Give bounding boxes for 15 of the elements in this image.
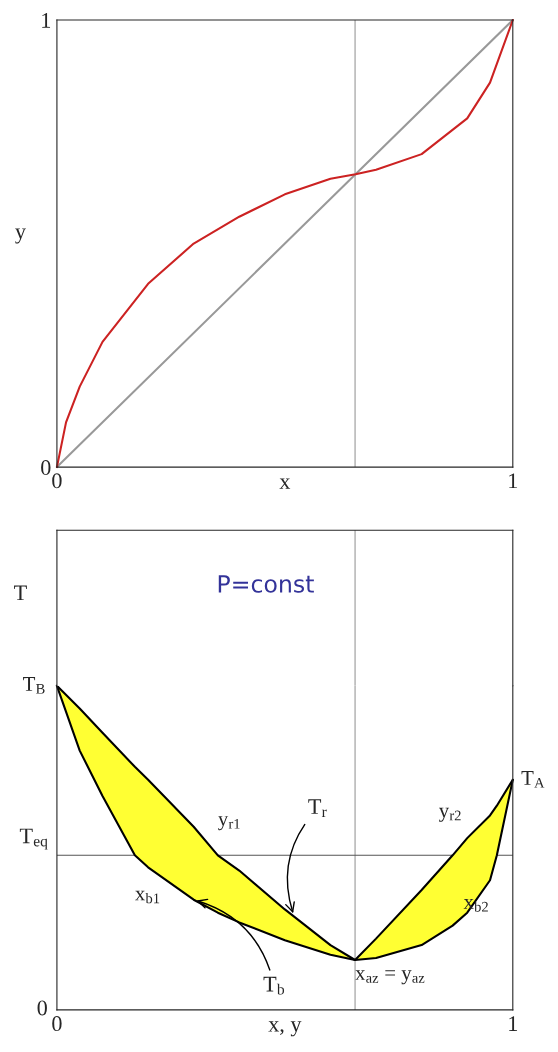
y-axis-title: T bbox=[14, 585, 27, 601]
text: P=const bbox=[218, 575, 314, 593]
x-axis-title: x bbox=[279, 478, 291, 489]
annotation: x$_{az}$ = y$_{az}$ bbox=[355, 970, 425, 985]
annotation: x$_{b1}$ bbox=[135, 890, 160, 904]
y-axis-title: y bbox=[15, 228, 26, 244]
annotation: x$_{b2}$ bbox=[463, 899, 488, 912]
annotation: y$_{r2}$ bbox=[438, 807, 461, 822]
annotation: T$_{B}$ bbox=[23, 677, 45, 694]
ref-line-label: T$_{eq}$ bbox=[19, 828, 48, 850]
annotation: y$_{r1}$ bbox=[218, 816, 240, 831]
x-axis-title: x, y bbox=[268, 1021, 302, 1037]
annotation: T$_{b}$ bbox=[263, 976, 285, 995]
annotation: T$_{r}$ bbox=[308, 799, 327, 817]
annotation: T$_{A}$ bbox=[521, 771, 545, 788]
